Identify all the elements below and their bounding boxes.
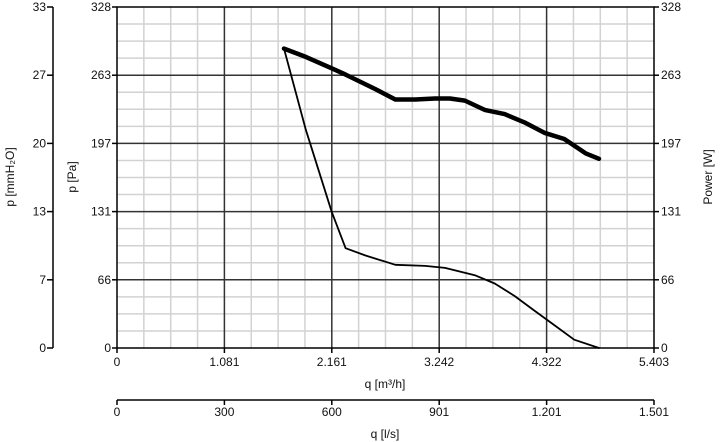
left-axis-tick-label: 263 (91, 68, 111, 82)
left-axis-label: p [Pa] (65, 161, 79, 192)
second-x-axis-tick-label: 1.501 (639, 405, 669, 419)
left-axis-tick-label: 197 (91, 136, 111, 150)
left-axis-tick-label: 0 (104, 341, 111, 355)
minor-grid (117, 7, 654, 348)
x-axis-tick-label: 3.242 (424, 355, 454, 369)
second-x-axis-tick-label: 600 (322, 405, 342, 419)
right-axis-tick-label: 66 (661, 273, 675, 287)
outer-left-axis-tick-label: 7 (39, 273, 46, 287)
outer-left-axis-tick-label: 33 (33, 0, 47, 14)
right-axis-ticks: 0 66 131 197 263 328 (654, 0, 681, 355)
right-axis-tick-label: 328 (661, 0, 681, 14)
second-x-axis-tick-label: 1.201 (532, 405, 562, 419)
power-curve (283, 47, 600, 349)
left-axis-tick-label: 131 (91, 205, 111, 219)
outer-left-axis-tick-label: 20 (33, 136, 47, 150)
right-axis-tick-label: 263 (661, 68, 681, 82)
x-axis-tick-label: 2.161 (317, 355, 347, 369)
right-axis-tick-label: 197 (661, 136, 681, 150)
second-x-axis-tick-label: 300 (214, 405, 234, 419)
x-axis-ticks: 0 1.081 2.161 3.242 4.322 5.403 (114, 348, 669, 369)
pressure-curve (281, 46, 602, 162)
series-group (281, 46, 602, 349)
second-x-axis-ticks: 0 300 600 901 1.201 1.501 (114, 400, 669, 419)
x-axis-tick-label: 1.081 (209, 355, 239, 369)
plot-frame (116, 6, 655, 349)
outer-left-axis-tick-label: 13 (33, 205, 47, 219)
x-axis-tick-label: 4.322 (532, 355, 562, 369)
second-x-axis-tick-label: 901 (429, 405, 449, 419)
major-grid (117, 7, 654, 348)
x-axis-tick-label: 0 (114, 355, 121, 369)
second-x-axis-tick-label: 0 (114, 405, 121, 419)
left-axis-tick-label: 66 (98, 273, 112, 287)
outer-left-axis-tick-label: 27 (33, 68, 47, 82)
left-axis-tick-label: 328 (91, 0, 111, 14)
right-axis-label: Power [W] (701, 149, 715, 204)
left-axis-ticks: 0 66 131 197 263 328 (91, 0, 117, 355)
outer-left-axis-ticks: 0 7 13 20 27 33 (33, 0, 53, 355)
x-axis-tick-label: 5.403 (639, 355, 669, 369)
x-axis-label: q [m³/h] (365, 377, 406, 391)
second-x-axis-label: q [l/s] (371, 427, 400, 441)
right-axis-tick-label: 131 (661, 205, 681, 219)
outer-left-axis-tick-label: 0 (39, 341, 46, 355)
right-axis-tick-label: 0 (661, 341, 668, 355)
outer-left-axis-label: p [mmH₂O] (3, 147, 17, 206)
